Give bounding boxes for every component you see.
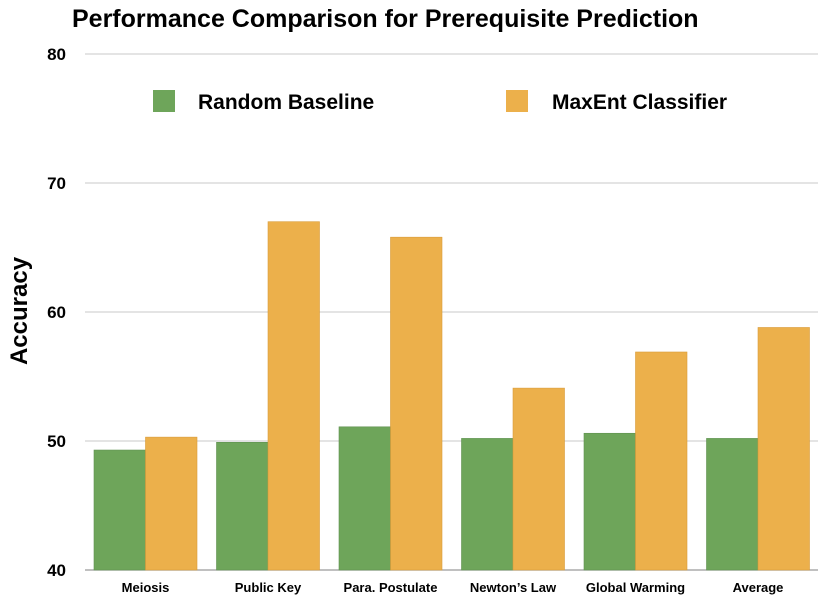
bar-random-baseline-5 bbox=[706, 438, 759, 571]
bar-random-baseline-0 bbox=[93, 449, 146, 571]
bar-random-baseline-1 bbox=[216, 441, 269, 571]
y-tick-label: 50 bbox=[47, 432, 66, 451]
legend-swatch-0 bbox=[153, 90, 175, 112]
y-tick-label: 80 bbox=[47, 45, 66, 64]
x-tick-label: Newton’s Law bbox=[470, 580, 557, 595]
legend: Random Baseline MaxEnt Classifier bbox=[153, 90, 727, 114]
legend-swatch-1 bbox=[506, 90, 528, 112]
bar-maxent-classifier-2 bbox=[390, 236, 443, 571]
legend-label-0: Random Baseline bbox=[198, 91, 374, 114]
x-tick-label: Average bbox=[733, 580, 784, 595]
x-tick-label: Global Warming bbox=[586, 580, 685, 595]
x-tick-label: Meiosis bbox=[122, 580, 170, 595]
x-tick-label: Para. Postulate bbox=[344, 580, 438, 595]
bar-random-baseline-2 bbox=[338, 426, 391, 571]
bar-maxent-classifier-1 bbox=[267, 221, 320, 571]
legend-label-1: MaxEnt Classifier bbox=[552, 91, 727, 114]
chart-title: Performance Comparison for Prerequisite … bbox=[72, 5, 699, 33]
bar-maxent-classifier-3 bbox=[512, 387, 565, 571]
y-tick-label: 40 bbox=[47, 561, 66, 580]
bar-random-baseline-3 bbox=[461, 438, 514, 571]
x-tick-label: Public Key bbox=[235, 580, 302, 595]
bar-maxent-classifier-5 bbox=[757, 327, 810, 571]
x-axis-ticks: Meiosis Public Key Para. Postulate Newton’s… bbox=[122, 580, 784, 595]
y-tick-label: 70 bbox=[47, 174, 66, 193]
y-axis-ticks: 40 50 60 70 80 bbox=[47, 45, 66, 580]
bar-maxent-classifier-0 bbox=[145, 436, 198, 571]
bar-maxent-classifier-4 bbox=[635, 351, 688, 571]
gridlines bbox=[85, 53, 818, 571]
y-axis-label: Accuracy bbox=[6, 256, 33, 365]
bars bbox=[93, 221, 810, 571]
y-tick-label: 60 bbox=[47, 303, 66, 322]
bar-random-baseline-4 bbox=[583, 432, 636, 571]
